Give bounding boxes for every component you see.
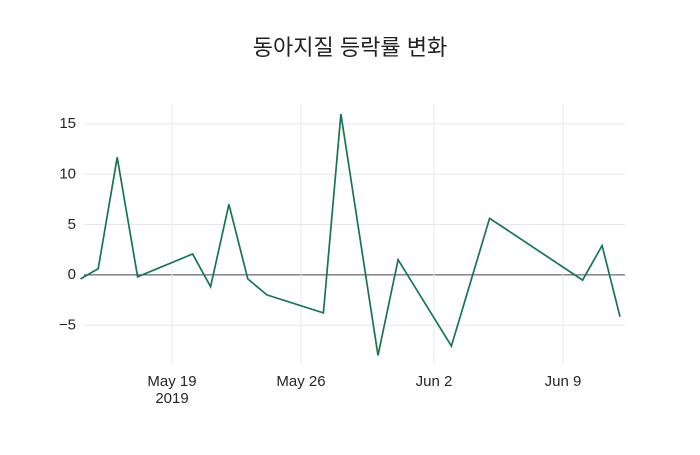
svg-text:Jun 9: Jun 9 xyxy=(545,373,582,390)
svg-text:Jun 2: Jun 2 xyxy=(416,373,453,390)
svg-text:−5: −5 xyxy=(59,317,76,334)
svg-text:0: 0 xyxy=(68,266,76,283)
svg-text:May 19: May 19 xyxy=(147,373,196,390)
svg-text:2019: 2019 xyxy=(155,390,188,407)
svg-text:15: 15 xyxy=(59,115,76,132)
svg-text:10: 10 xyxy=(59,166,76,183)
svg-text:May 26: May 26 xyxy=(276,373,325,390)
svg-text:5: 5 xyxy=(68,216,76,233)
